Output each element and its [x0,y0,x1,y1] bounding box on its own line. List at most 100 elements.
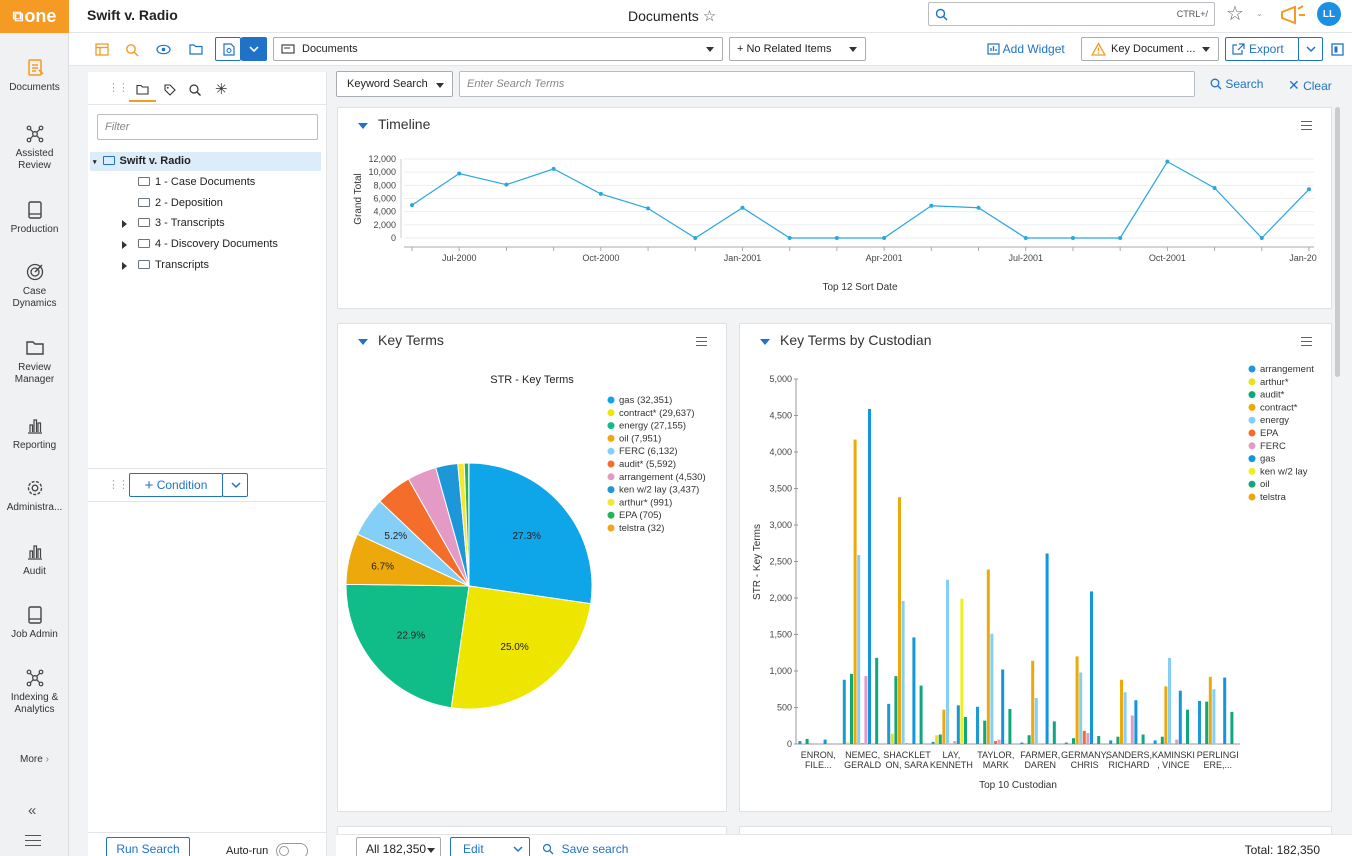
folder-icon[interactable] [189,43,203,55]
pie-legend-entry[interactable]: gas (32,351) [619,395,672,406]
view-select[interactable]: Documents [273,37,723,61]
bar-gas[interactable] [868,408,871,744]
bar-legend-entry[interactable]: arrangement [1260,364,1314,375]
tree-expand-icon[interactable] [122,241,127,249]
bar-arrangement[interactable] [976,706,979,744]
bar-legend-entry[interactable]: arthur* [1260,377,1289,388]
bar-audit-[interactable] [1072,738,1075,744]
timeline-point[interactable] [504,182,509,187]
timeline-point[interactable] [1070,236,1075,240]
bar-arrangement[interactable] [887,703,891,744]
bar-arrangement[interactable] [1064,742,1068,744]
tree-item[interactable]: Transcripts [122,256,209,275]
main-scrollbar[interactable] [1335,107,1340,377]
bar-arrangement[interactable] [1153,740,1157,744]
add-condition-button[interactable]: + Condition [129,473,223,497]
bar-arrangement[interactable] [1198,700,1201,744]
run-search-button[interactable]: Run Search [106,837,190,856]
timeline-point[interactable] [551,166,556,171]
bar-contract-[interactable] [1208,676,1212,744]
export-button[interactable]: Export [1225,37,1299,61]
collapse-triangle-icon[interactable] [358,123,368,129]
timeline-point[interactable] [1212,185,1217,190]
tree-expand-icon[interactable] [122,262,127,270]
timeline-point[interactable] [646,206,651,211]
bar-ferc[interactable] [1175,739,1179,744]
bar-contract-[interactable] [1031,660,1035,744]
bar-ferc[interactable] [953,741,957,744]
collapse-chevrons-icon[interactable]: « [28,802,37,819]
search-mode-select[interactable]: Keyword Search [336,71,453,97]
bar-energy[interactable] [1034,698,1038,744]
bar-legend-entry[interactable]: EPA [1260,428,1279,439]
filter-input[interactable]: Filter [97,114,318,140]
bar-legend-entry[interactable]: FERC [1260,441,1286,452]
bar-gas[interactable] [823,739,827,744]
bar-energy[interactable] [946,579,949,744]
bar-arrangement[interactable] [1020,742,1024,744]
pie-legend-entry[interactable]: energy (27,155) [619,421,686,432]
nav-item-job-admin[interactable]: Job Admin [0,605,69,641]
bar-arrangement[interactable] [842,679,846,744]
timeline-point[interactable] [598,191,603,196]
search-folder-icon[interactable] [188,83,202,97]
pie-legend-entry[interactable]: contract* (29,637) [619,408,695,419]
app-logo[interactable]: ⧉ one [0,0,69,33]
global-search-input[interactable]: CTRL+/ [928,2,1215,26]
timeline-point[interactable] [1165,159,1170,164]
bar-audit-[interactable] [938,734,942,744]
timeline-point[interactable] [976,205,981,210]
pie-legend-entry[interactable]: FERC (6,132) [619,446,678,457]
related-items-select[interactable]: + No Related Items [729,37,866,61]
pie-slice-energy[interactable] [345,583,470,709]
bar-legend-entry[interactable]: telstra [1260,492,1287,503]
pie-legend-entry[interactable]: arthur* (991) [619,497,672,508]
bar-legend-entry[interactable]: contract* [1260,402,1298,413]
timeline-point[interactable] [740,205,745,210]
tree-item[interactable]: 3 - Transcripts [122,214,225,233]
bar-audit-[interactable] [1160,736,1164,744]
bar-contract-[interactable] [809,743,813,744]
widget-menu-icon[interactable] [1301,337,1312,346]
pie-legend-entry[interactable]: ken w/2 lay (3,437) [619,485,699,496]
bar-ferc[interactable] [997,739,1001,744]
nav-item-case-dynamics[interactable]: Case Dynamics [0,262,69,310]
pie-slice-contract-[interactable] [450,585,592,710]
search-type-button[interactable] [215,37,241,61]
bar-arthur-[interactable] [846,742,850,744]
nav-item-reporting[interactable]: Reporting [0,416,69,452]
bar-contract-[interactable] [853,439,857,744]
tree-root[interactable]: ▾ Swift v. Radio [93,152,191,171]
eye-icon[interactable] [156,44,171,55]
bar-ken-w-2-lay[interactable] [960,598,964,744]
bar-gas[interactable] [956,705,960,744]
bar-arrangement[interactable] [1109,740,1113,744]
condition-dropdown[interactable] [222,473,248,497]
bar-contract-[interactable] [986,569,990,744]
timeline-point[interactable] [834,236,839,240]
nav-item-indexing-analytics[interactable]: Indexing & Analytics [0,668,69,716]
tree-item[interactable]: 4 - Discovery Documents [122,235,278,254]
bar-legend-entry[interactable]: energy [1260,415,1289,426]
bar-contract-[interactable] [1075,656,1079,744]
bar-contract-[interactable] [1120,679,1123,744]
timeline-point[interactable] [1023,236,1028,240]
bar-oil[interactable] [1186,709,1189,744]
pie-legend-entry[interactable]: EPA (705) [619,510,662,521]
nav-item-review-manager[interactable]: Review Manager [0,338,69,386]
nav-item-production[interactable]: Production [0,200,69,236]
bar-epa[interactable] [860,743,864,744]
bar-energy[interactable] [812,743,816,744]
search-button[interactable]: Search [1210,77,1263,91]
bar-ferc[interactable] [908,743,912,744]
bar-gas[interactable] [912,637,916,744]
bar-arrangement[interactable] [798,741,802,744]
bar-oil[interactable] [1052,721,1056,744]
tree-expand-icon[interactable] [122,220,127,228]
bar-contract-[interactable] [942,709,946,744]
bar-arthur-[interactable] [802,743,805,744]
bar-contract-[interactable] [898,497,901,744]
nav-item-assisted-review[interactable]: Assisted Review [0,124,69,172]
pie-legend-entry[interactable]: arrangement (4,530) [619,472,706,483]
bar-oil[interactable] [1097,735,1101,744]
